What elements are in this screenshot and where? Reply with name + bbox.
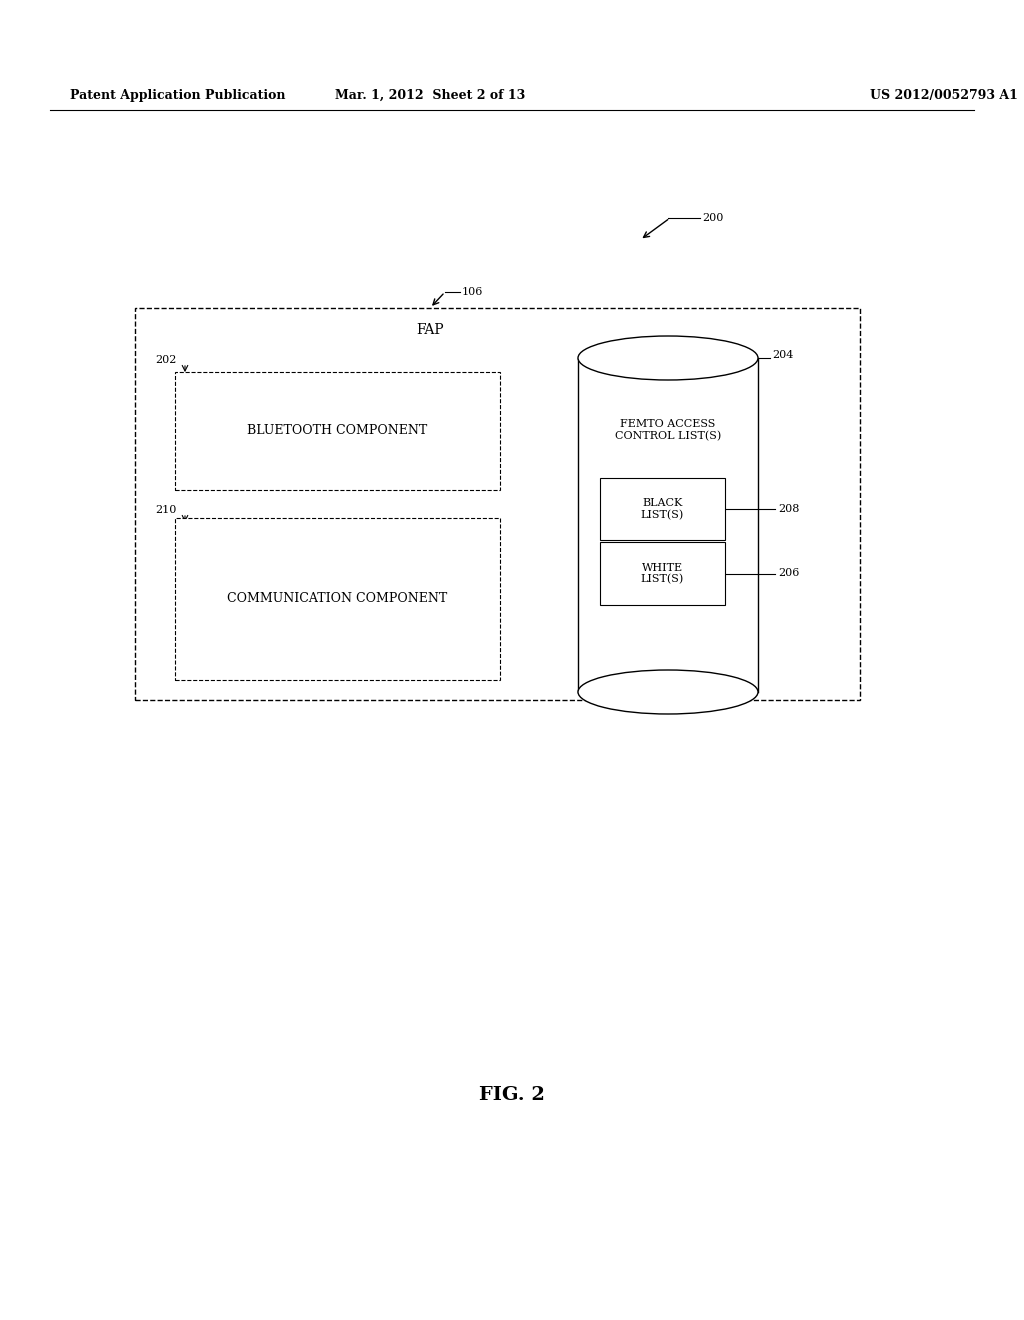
Text: 106: 106 xyxy=(462,286,483,297)
FancyBboxPatch shape xyxy=(175,372,500,490)
Text: WHITE
LIST(S): WHITE LIST(S) xyxy=(641,562,684,585)
Text: Mar. 1, 2012  Sheet 2 of 13: Mar. 1, 2012 Sheet 2 of 13 xyxy=(335,88,525,102)
Text: FEMTO ACCESS
CONTROL LIST(S): FEMTO ACCESS CONTROL LIST(S) xyxy=(614,418,721,441)
Text: 210: 210 xyxy=(155,506,176,515)
FancyBboxPatch shape xyxy=(135,308,860,700)
Text: BLACK
LIST(S): BLACK LIST(S) xyxy=(641,498,684,520)
Ellipse shape xyxy=(578,337,758,380)
Text: Patent Application Publication: Patent Application Publication xyxy=(70,88,286,102)
FancyBboxPatch shape xyxy=(600,478,725,540)
FancyBboxPatch shape xyxy=(600,543,725,605)
Text: 204: 204 xyxy=(772,350,794,360)
Text: FIG. 2: FIG. 2 xyxy=(479,1086,545,1104)
Text: COMMUNICATION COMPONENT: COMMUNICATION COMPONENT xyxy=(227,593,447,606)
Ellipse shape xyxy=(578,671,758,714)
Text: 202: 202 xyxy=(155,355,176,366)
Text: 208: 208 xyxy=(778,504,800,513)
Text: BLUETOOTH COMPONENT: BLUETOOTH COMPONENT xyxy=(248,425,428,437)
Text: 200: 200 xyxy=(702,213,723,223)
FancyBboxPatch shape xyxy=(175,517,500,680)
Text: US 2012/0052793 A1: US 2012/0052793 A1 xyxy=(870,88,1018,102)
Text: FAP: FAP xyxy=(416,323,443,337)
FancyBboxPatch shape xyxy=(578,358,758,692)
Text: 206: 206 xyxy=(778,569,800,578)
